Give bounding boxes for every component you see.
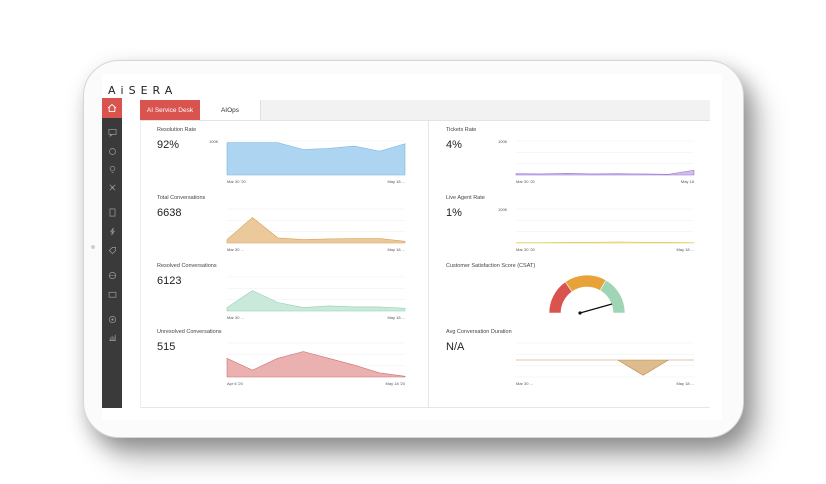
app-logo: AiSERA bbox=[108, 84, 178, 97]
x-axis-start-label: Mar 30 ... bbox=[227, 247, 244, 252]
tab-aiops[interactable]: AIOps bbox=[200, 100, 261, 120]
card-label: Customer Satisfaction Score (CSAT) bbox=[446, 263, 536, 269]
x-axis-start-label: Mar 30 '20 bbox=[227, 179, 247, 184]
csat-segment-high bbox=[599, 279, 626, 314]
csat-needle-hub bbox=[578, 311, 582, 315]
app-screen: AiSERA bbox=[102, 74, 722, 420]
unresolved-conversations-chart: Apr 6 '20 May 18 '20 bbox=[226, 342, 406, 386]
x-axis-end-label: May 18 ... bbox=[387, 247, 405, 252]
y-axis-max-label: 100K bbox=[498, 207, 508, 212]
card-tickets-rate: Tickets Rate 4% 100K Mar 30 '20 May 18 bbox=[446, 127, 716, 191]
camera-dot bbox=[91, 245, 95, 249]
card-label: Live Agent Rate bbox=[446, 195, 485, 201]
content-bottom-border bbox=[140, 407, 710, 408]
series-area bbox=[226, 290, 406, 312]
csat-gauge bbox=[548, 274, 626, 315]
x-axis-start-label: Mar 30 ... bbox=[516, 381, 533, 386]
x-axis-start-label: Mar 30 '20 bbox=[516, 179, 536, 184]
card-live-agent-rate: Live Agent Rate 1% 100K Mar 30 '20 May 18 … bbox=[446, 195, 716, 259]
card-resolved-conversations: Resolved Conversations 6123 Mar 30 ... Ma… bbox=[157, 263, 427, 327]
card-value: 6123 bbox=[157, 275, 182, 287]
resolution-rate-chart: 100K Mar 30 '20 May 18 ... bbox=[209, 139, 406, 184]
series-area bbox=[226, 351, 406, 378]
tag-icon[interactable] bbox=[102, 242, 122, 258]
x-axis-end-label: May 18 bbox=[681, 179, 695, 184]
series-area bbox=[515, 241, 695, 244]
x-axis-end-label: May 18 '20 bbox=[386, 381, 406, 386]
card-value: 1% bbox=[446, 207, 462, 219]
card-label: Total Conversations bbox=[157, 195, 206, 201]
x-axis-start-label: Apr 6 '20 bbox=[227, 381, 244, 386]
document-icon[interactable] bbox=[102, 204, 122, 220]
x-axis-start-label: Mar 30 '20 bbox=[516, 247, 536, 252]
globe-icon[interactable] bbox=[102, 267, 122, 283]
resolved-conversations-chart: Mar 30 ... May 18 ... bbox=[226, 276, 406, 320]
card-unresolved-conversations: Unresolved Conversations 515 Apr 6 '20 Ma… bbox=[157, 329, 427, 393]
card-value: 6638 bbox=[157, 207, 182, 219]
x-axis-end-label: May 18 ... bbox=[676, 381, 694, 386]
bar-chart-icon[interactable] bbox=[102, 329, 122, 345]
sidebar bbox=[102, 98, 122, 408]
card-avg-conversation-duration: Avg Conversation Duration N/A Mar 30 ...… bbox=[446, 329, 716, 393]
card-value: 92% bbox=[157, 139, 180, 151]
card-csat: Customer Satisfaction Score (CSAT) bbox=[446, 263, 716, 327]
content-left-border bbox=[140, 121, 141, 407]
chat-icon[interactable] bbox=[102, 124, 122, 140]
network-icon[interactable] bbox=[102, 179, 122, 195]
column-divider bbox=[428, 121, 429, 407]
x-axis-start-label: Mar 30 ... bbox=[227, 315, 244, 320]
card-resolution-rate: Resolution Rate 92% 100K Mar 30 '20 May 18… bbox=[157, 127, 427, 191]
settings-icon[interactable] bbox=[102, 311, 122, 327]
series-area bbox=[516, 359, 694, 376]
card-label: Resolved Conversations bbox=[157, 263, 217, 269]
live-agent-rate-chart: 100K Mar 30 '20 May 18 ... bbox=[498, 207, 695, 252]
lightbulb-icon[interactable] bbox=[102, 161, 122, 177]
card-value: N/A bbox=[446, 341, 465, 353]
tab-bar: AI Service Desk AIOps bbox=[140, 100, 710, 121]
tab-ai-service-desk[interactable]: AI Service Desk bbox=[140, 100, 200, 120]
series-area bbox=[226, 142, 406, 176]
total-conversations-chart: Mar 30 ... May 18 ... bbox=[226, 208, 406, 252]
csat-segment-mid bbox=[564, 274, 607, 293]
card-label: Tickets Rate bbox=[446, 127, 477, 133]
y-axis-max-label: 100K bbox=[209, 139, 219, 144]
x-axis-end-label: May 18 ... bbox=[387, 179, 405, 184]
card-label: Avg Conversation Duration bbox=[446, 329, 512, 335]
home-icon[interactable] bbox=[102, 98, 122, 118]
card-label: Resolution Rate bbox=[157, 127, 197, 133]
card-value: 515 bbox=[157, 341, 176, 353]
x-axis-end-label: May 18 ... bbox=[676, 247, 694, 252]
card-label: Unresolved Conversations bbox=[157, 329, 222, 335]
series-area bbox=[226, 217, 406, 244]
card-total-conversations: Total Conversations 6638 Mar 30 ... May 1… bbox=[157, 195, 427, 259]
avg-duration-chart: Mar 30 ... May 18 ... bbox=[515, 342, 695, 386]
csat-needle bbox=[579, 303, 613, 314]
x-axis-end-label: May 18 ... bbox=[387, 315, 405, 320]
refresh-icon[interactable] bbox=[102, 143, 122, 159]
y-axis-max-label: 100K bbox=[498, 139, 508, 144]
card-value: 4% bbox=[446, 139, 462, 151]
lightning-icon[interactable] bbox=[102, 223, 122, 239]
wallet-icon[interactable] bbox=[102, 286, 122, 302]
dashboard-content: Resolution Rate 92% 100K Mar 30 '20 May 18… bbox=[140, 121, 710, 408]
tickets-rate-chart: 100K Mar 30 '20 May 18 bbox=[498, 139, 695, 184]
series-area bbox=[515, 169, 695, 176]
